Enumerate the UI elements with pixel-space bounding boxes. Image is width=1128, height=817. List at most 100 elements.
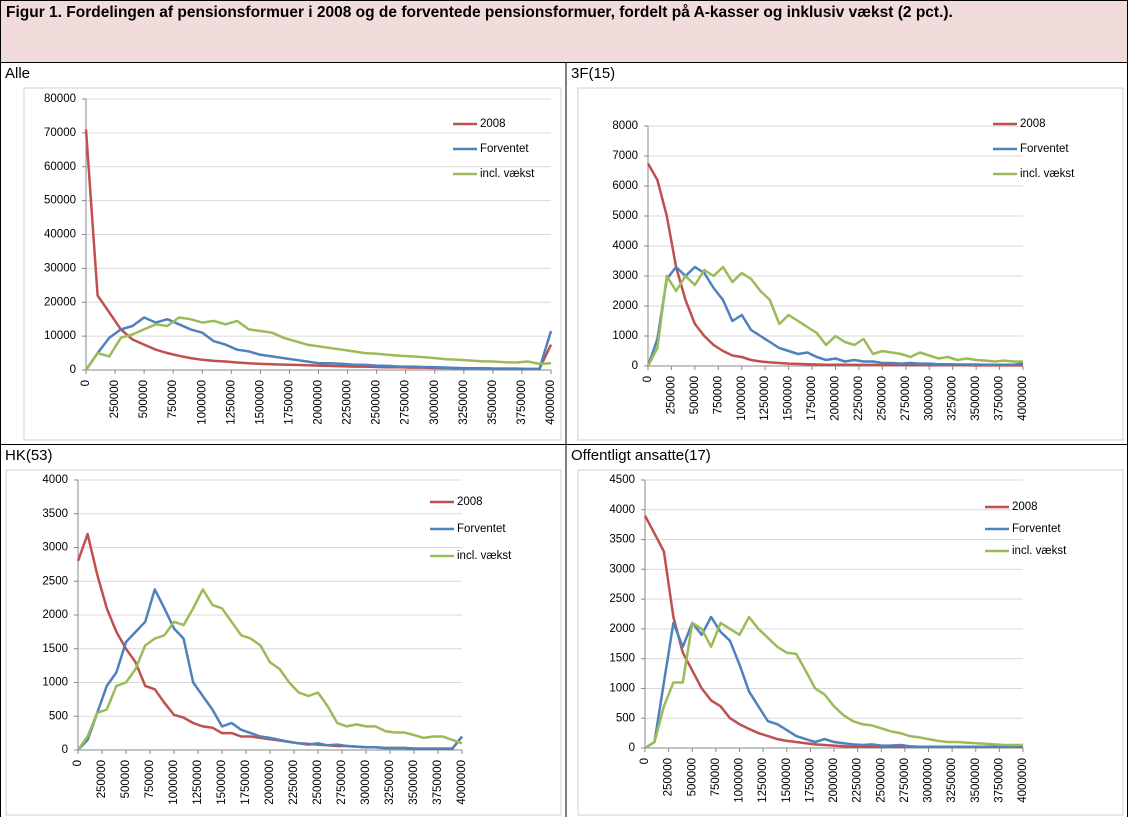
x-tick-label: 2750000: [900, 376, 912, 421]
y-tick-label: 8000: [612, 120, 638, 132]
y-tick-label: 30000: [44, 262, 76, 274]
y-tick-label: 0: [629, 742, 635, 754]
y-tick-label: 1500: [42, 643, 68, 655]
x-tick-label: 2750000: [400, 380, 412, 425]
x-tick-label: 3750000: [432, 760, 444, 805]
x-tick-label: 500000: [138, 380, 150, 418]
x-tick-label: 250000: [96, 760, 108, 798]
x-tick-label: 1000000: [734, 758, 746, 803]
y-tick-label: 20000: [44, 296, 76, 308]
legend-label: incl. vækst: [1020, 168, 1075, 180]
x-tick-label: 500000: [689, 376, 701, 414]
x-tick-label: 2250000: [852, 758, 864, 803]
x-tick-label: 4000000: [1017, 376, 1029, 421]
y-tick-label: 2500: [42, 575, 68, 587]
y-tick-label: 2500: [609, 593, 635, 605]
x-tick-label: 3250000: [384, 760, 396, 805]
x-tick-label: 1500000: [783, 376, 795, 421]
x-tick-label: 750000: [712, 376, 724, 414]
y-tick-label: 500: [616, 712, 635, 724]
x-tick-label: 1250000: [759, 376, 771, 421]
y-tick-label: 60000: [44, 161, 76, 173]
x-tick-label: 4000000: [545, 380, 557, 425]
x-tick-label: 2500000: [371, 380, 383, 425]
x-tick-label: 250000: [663, 758, 675, 796]
series-line: [646, 265, 1023, 367]
x-tick-label: 1500000: [254, 380, 266, 425]
x-tick-label: 2250000: [853, 376, 865, 421]
y-tick-label: 3500: [42, 508, 68, 520]
x-tick-label: 3250000: [458, 380, 470, 425]
x-tick-label: 1750000: [806, 376, 818, 421]
series-line: [84, 316, 552, 371]
y-tick-label: 4500: [609, 474, 635, 486]
x-tick-label: 2000000: [264, 760, 276, 805]
legend-label: 2008: [1020, 118, 1046, 130]
x-tick-label: 2500000: [876, 376, 888, 421]
cell-label: 3F(15): [571, 65, 615, 82]
x-tick-label: 2250000: [342, 380, 354, 425]
x-tick-label: 1250000: [192, 760, 204, 805]
chart-frame: [5, 469, 562, 816]
cell-label: Offentligt ansatte(17): [571, 447, 711, 464]
x-tick-label: 1750000: [804, 758, 816, 803]
x-tick-label: 0: [642, 376, 654, 382]
x-tick-label: 250000: [665, 376, 677, 414]
x-tick-label: 750000: [710, 758, 722, 796]
legend-label: Forventet: [1020, 143, 1069, 155]
series-line: [644, 615, 1023, 750]
x-tick-label: 3750000: [994, 376, 1006, 421]
x-tick-label: 1250000: [757, 758, 769, 803]
y-tick-label: 40000: [44, 229, 76, 241]
series-line: [644, 615, 1024, 750]
x-tick-label: 3000000: [923, 758, 935, 803]
y-tick-label: 70000: [44, 127, 76, 139]
legend-label: Forventet: [480, 143, 529, 155]
x-tick-label: 1750000: [240, 760, 252, 805]
y-tick-label: 0: [632, 360, 638, 372]
y-tick-label: 1500: [609, 653, 635, 665]
x-tick-label: 1750000: [283, 380, 295, 425]
x-tick-label: 2000000: [313, 380, 325, 425]
legend-label: incl. vækst: [457, 550, 512, 562]
x-tick-label: 250000: [109, 380, 121, 418]
y-tick-label: 0: [62, 744, 68, 756]
x-tick-label: 3250000: [947, 376, 959, 421]
x-tick-label: 2500000: [875, 758, 887, 803]
x-tick-label: 2500000: [312, 760, 324, 805]
x-tick-label: 4000000: [1017, 758, 1029, 803]
y-tick-label: 50000: [44, 195, 76, 207]
legend-label: Forventet: [1012, 523, 1061, 535]
y-tick-label: 4000: [42, 474, 68, 486]
legend-label: incl. vækst: [1012, 545, 1067, 557]
x-tick-label: 0: [72, 760, 84, 766]
x-tick-label: 500000: [686, 758, 698, 796]
series-line: [76, 588, 463, 751]
x-tick-label: 2750000: [899, 758, 911, 803]
x-tick-label: 3500000: [970, 758, 982, 803]
x-tick-label: 750000: [167, 380, 179, 418]
y-tick-label: 1000: [612, 330, 638, 342]
y-tick-label: 80000: [44, 93, 76, 105]
cell-label: HK(53): [5, 447, 53, 464]
x-tick-label: 750000: [144, 760, 156, 798]
y-tick-label: 5000: [612, 210, 638, 222]
y-tick-label: 2000: [609, 623, 635, 635]
chart-frame: [577, 469, 1124, 816]
x-tick-label: 500000: [120, 760, 132, 798]
series-line: [77, 588, 463, 751]
x-tick-label: 1500000: [216, 760, 228, 805]
x-tick-label: 0: [80, 380, 92, 386]
x-tick-label: 3000000: [429, 380, 441, 425]
x-tick-label: 4000000: [456, 760, 468, 805]
legend-label: 2008: [1012, 501, 1038, 513]
x-tick-label: 1000000: [168, 760, 180, 805]
x-tick-label: 0: [639, 758, 651, 764]
x-tick-label: 3500000: [408, 760, 420, 805]
y-tick-label: 10000: [44, 330, 76, 342]
y-tick-label: 1000: [42, 677, 68, 689]
x-tick-label: 3750000: [516, 380, 528, 425]
x-tick-label: 1000000: [736, 376, 748, 421]
